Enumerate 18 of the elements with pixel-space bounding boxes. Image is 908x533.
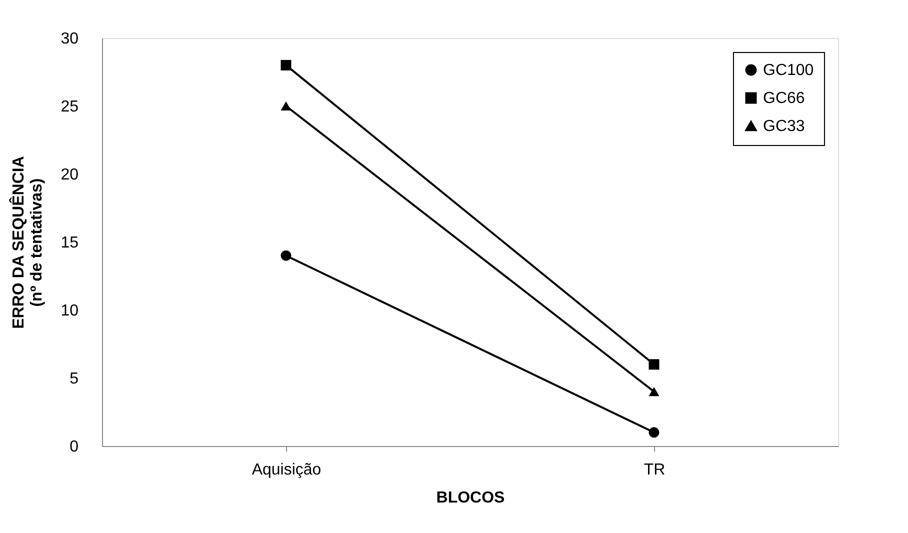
y-axis-title: ERRO DA SEQUÊNCIA (nº de tentativas) — [8, 156, 46, 329]
legend-label: GC66 — [763, 90, 805, 107]
legend-label: GC33 — [763, 118, 805, 135]
y-tick-label: 30 — [60, 30, 79, 48]
point — [280, 60, 292, 70]
x-tick-label: TR — [644, 462, 666, 478]
y-tick-label: 25 — [60, 98, 79, 116]
y-tick-label: 0 — [70, 438, 79, 456]
point — [648, 359, 660, 370]
y-tick-label: 5 — [70, 370, 79, 388]
x-tick-label: Aquisição — [252, 462, 322, 478]
point — [648, 427, 660, 438]
y-tick-label: 15 — [60, 234, 79, 252]
legend-label: GC100 — [763, 62, 814, 79]
x-axis-title: BLOCOS — [436, 490, 506, 506]
y-tick-label: 10 — [60, 302, 79, 320]
y-tick-label: 20 — [60, 166, 79, 184]
point — [280, 250, 292, 261]
